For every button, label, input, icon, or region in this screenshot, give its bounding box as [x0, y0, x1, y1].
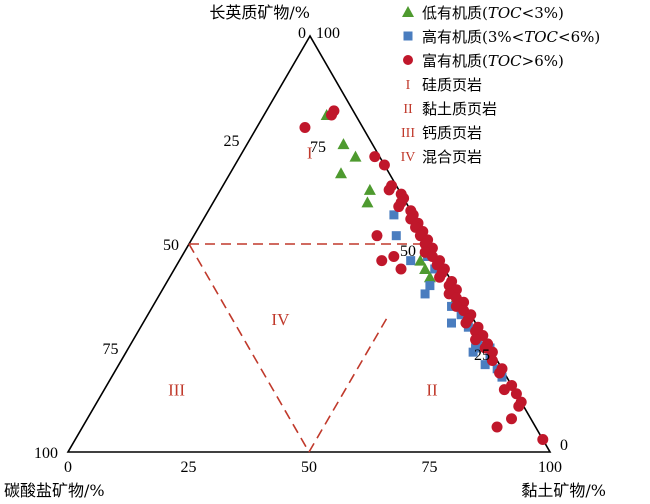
divider-line-1: [188, 243, 310, 453]
legend-label-circle: 富有机质(TOC>6%): [422, 52, 564, 70]
point-square-7: [447, 318, 456, 328]
axis-title-top: 长英质矿物/%: [209, 3, 310, 22]
tick-right-50: 50: [400, 243, 416, 260]
legend-marker-square: [403, 31, 413, 41]
tick-bottom-100: 100: [538, 459, 562, 476]
point-circle-58: [376, 255, 388, 267]
legend-label-square: 高有机质(3%<TOC<6%): [422, 28, 600, 46]
point-circle-10: [393, 201, 405, 213]
tick-left-0: 0: [298, 25, 306, 42]
legend-roman-i: I: [406, 78, 411, 93]
axis-titles: 长英质矿物/% 碳酸盐矿物/% 黏土矿物/%: [4, 3, 606, 500]
tick-bottom-0: 0: [64, 459, 72, 476]
point-circle-1: [326, 109, 337, 121]
point-square-4: [420, 289, 430, 299]
point-triangle-7: [419, 262, 432, 274]
point-circle-28: [434, 271, 446, 283]
tick-bottom-50: 50: [301, 459, 317, 476]
point-triangle-1: [337, 138, 350, 150]
legend-label-ii: 黏土质页岩: [422, 100, 497, 118]
point-triangle-8: [423, 271, 436, 283]
legend-label-iv: 混合页岩: [422, 148, 482, 166]
point-square-1: [391, 231, 401, 241]
tick-right-75: 75: [310, 139, 326, 156]
point-circle-3: [369, 151, 381, 163]
point-circle-55: [506, 413, 518, 425]
axis-title-right: 黏土矿物/%: [521, 481, 606, 500]
tick-left-100: 100: [34, 445, 58, 462]
point-circle-52: [510, 388, 522, 400]
point-circle-2: [299, 122, 311, 134]
point-circle-51: [498, 384, 510, 396]
region-dividers: [188, 243, 430, 453]
legend-marker-circle: [403, 55, 413, 65]
legend-roman-iii: III: [401, 126, 415, 141]
point-triangle-5: [361, 196, 374, 208]
tick-left-75: 75: [103, 341, 119, 358]
point-circle-39: [460, 317, 472, 329]
tick-bottom-75: 75: [422, 459, 438, 476]
point-circle-57: [371, 230, 383, 242]
region-label-iv: IV: [271, 310, 290, 329]
point-square-15: [480, 360, 490, 370]
legend-label-triangle: 低有机质(TOC<3%): [422, 4, 564, 22]
tick-left-25: 25: [224, 133, 240, 150]
divider-line-2: [308, 314, 390, 453]
region-label-ii: II: [426, 381, 438, 400]
axis-title-left: 碳酸盐矿物/%: [4, 481, 105, 500]
legend: 低有机质(TOC<3%) 高有机质(3%<TOC<6%) 富有机质(TOC>6%) I…: [401, 4, 601, 166]
tick-right-25: 25: [474, 347, 490, 364]
point-circle-56: [537, 434, 549, 446]
point-circle-59: [395, 263, 407, 275]
point-square-2: [406, 256, 416, 266]
point-circle-4: [378, 159, 390, 171]
point-square-3: [425, 281, 435, 291]
point-triangle-3: [335, 167, 347, 179]
tick-right-0: 0: [560, 437, 568, 454]
point-circle-43: [470, 334, 482, 346]
point-circle-23: [388, 250, 400, 262]
point-triangle-2: [349, 150, 362, 162]
tick-labels: 0 25 50 75 100 100 75 50 25 0 0 25 50 75 100: [34, 25, 568, 476]
point-circle-47: [486, 354, 498, 366]
region-label-iii: III: [168, 381, 185, 400]
region-label-i: I: [307, 143, 313, 162]
point-circle-49: [494, 367, 506, 379]
legend-roman-iv: IV: [401, 150, 416, 165]
legend-label-i: 硅质页岩: [422, 76, 482, 94]
point-circle-54: [513, 400, 525, 412]
point-triangle-4: [363, 183, 376, 195]
legend-marker-triangle: [402, 6, 414, 17]
point-circle-6: [383, 184, 395, 196]
tick-bottom-25: 25: [181, 459, 197, 476]
tick-left-50: 50: [163, 237, 179, 254]
legend-roman-ii: II: [403, 102, 413, 117]
data-points: [299, 105, 549, 446]
point-square-0: [389, 210, 399, 220]
point-square-13: [468, 347, 478, 357]
point-circle-46: [486, 346, 498, 358]
point-triangle-6: [414, 254, 427, 266]
point-circle-60: [491, 421, 503, 433]
legend-label-iii: 钙质页岩: [422, 124, 482, 142]
tick-right-100: 100: [316, 25, 340, 42]
